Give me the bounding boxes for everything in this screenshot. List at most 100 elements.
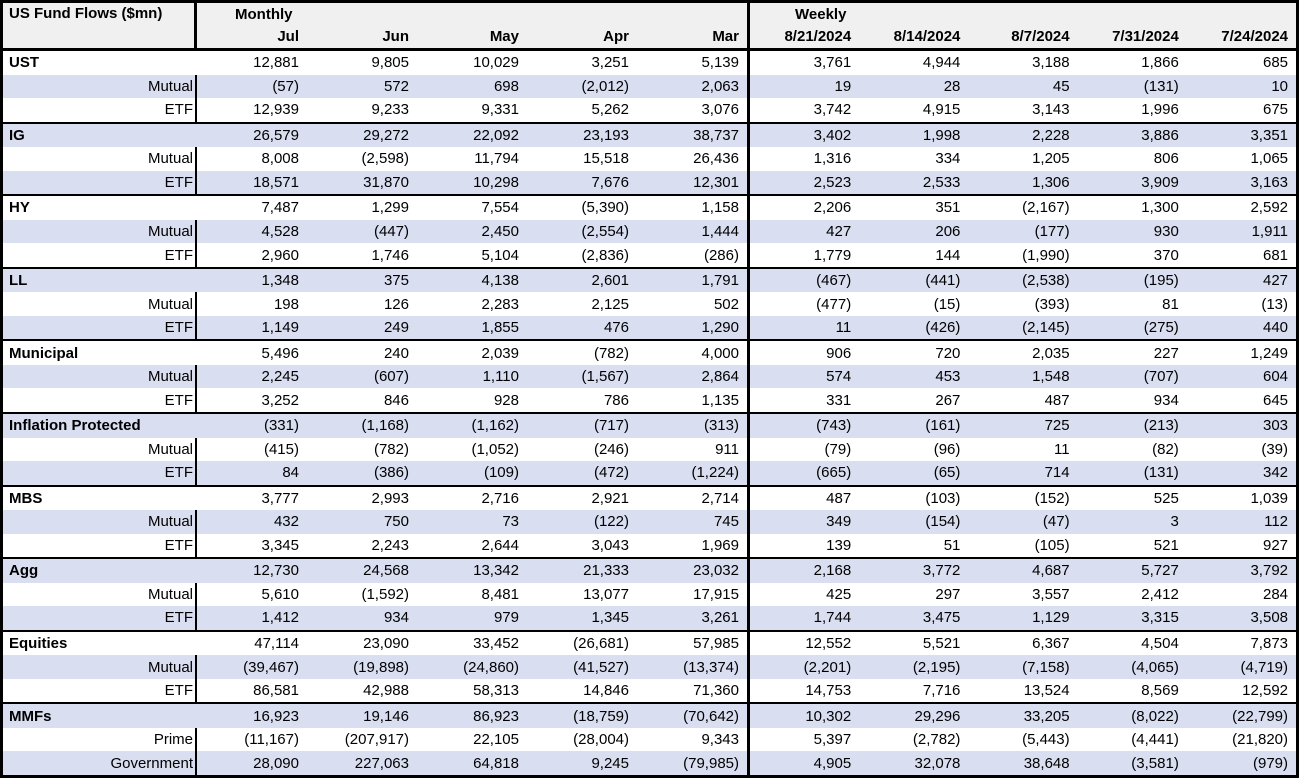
- cell: 2,206: [813, 199, 852, 217]
- cell: (109): [483, 464, 519, 482]
- cell: 675: [1262, 101, 1289, 119]
- sub-row: ETF 1,149 249 1,855 476 1,290 11 (426) (2,145) (2…: [3, 315, 1296, 340]
- cell: (131): [1143, 464, 1179, 482]
- cell: 1,996: [1141, 101, 1179, 119]
- cell: (1,592): [361, 585, 409, 603]
- group-total-row: MBS 3,777 2,993 2,716 2,921 2,714 487 (103) (152…: [3, 486, 1296, 511]
- weekly-col-header: 7/31/2024: [1112, 28, 1179, 46]
- cell: (105): [1034, 536, 1070, 554]
- cell: 3,475: [922, 609, 961, 627]
- cell: 8,008: [261, 150, 299, 168]
- cell: 1,969: [701, 536, 739, 554]
- cell: 23,193: [583, 126, 629, 144]
- cell: (213): [1143, 417, 1179, 435]
- group-total-row: Inflation Protected (331) (1,168) (1,162) (7…: [3, 413, 1296, 438]
- cell: 28: [943, 77, 961, 95]
- cell: 8,481: [481, 585, 519, 603]
- cell: 2,228: [1032, 126, 1070, 144]
- cell: 86,923: [473, 707, 519, 725]
- cell: (331): [263, 417, 299, 435]
- cell: 979: [493, 609, 519, 627]
- cell: 5,496: [261, 344, 299, 362]
- cell: (82): [1152, 440, 1179, 458]
- monthly-section-header: Monthly: [197, 3, 747, 26]
- cell: (743): [816, 417, 852, 435]
- cell: (275): [1143, 319, 1179, 337]
- group-total-row: Equities 47,114 23,090 33,452 (26,681) 57,985…: [3, 631, 1296, 656]
- cell: 2,601: [591, 272, 629, 290]
- monthly-values: 3,345 2,243 2,644 3,043 1,969: [197, 534, 747, 558]
- cell: 4,944: [922, 54, 961, 72]
- weekly-section-header: Weekly: [747, 3, 1296, 26]
- cell: 1,744: [813, 609, 852, 627]
- cell: (467): [816, 272, 852, 290]
- cell: 1,911: [1251, 222, 1289, 240]
- cell: 1,129: [1032, 609, 1070, 627]
- cell: 28,090: [253, 754, 299, 772]
- cell: 2,125: [591, 295, 629, 313]
- cell: 3,252: [261, 391, 299, 409]
- row-label: ETF: [3, 243, 197, 267]
- cell: 2,644: [481, 536, 519, 554]
- cell: 3,188: [1032, 54, 1070, 72]
- cell: 502: [713, 295, 739, 313]
- cell: (13): [1261, 295, 1289, 313]
- group-total-row: LL 1,348 375 4,138 2,601 1,791 (467) (441) (2,53…: [3, 268, 1296, 293]
- sub-row: ETF 2,960 1,746 5,104 (2,836) (286) 1,779 144 (1…: [3, 243, 1296, 267]
- cell: 928: [493, 391, 519, 409]
- sub-row: ETF 18,571 31,870 10,298 7,676 12,301 2,523 2,5…: [3, 170, 1296, 195]
- cell: 4,687: [1032, 562, 1070, 580]
- row-label: Mutual: [3, 437, 197, 462]
- cell: 57,985: [693, 635, 739, 653]
- cell: 3,761: [813, 54, 852, 72]
- row-label: Mutual: [3, 147, 197, 171]
- cell: 1,412: [261, 609, 299, 627]
- table-header: US Fund Flows ($mn) Monthly Weekly Jul J…: [3, 3, 1296, 51]
- weekly-values: 349 (154) (47) 3 112: [747, 510, 1296, 534]
- row-label: Mutual: [3, 582, 197, 607]
- cell: 21,333: [583, 562, 629, 580]
- monthly-values: 26,579 29,272 22,092 23,193 38,737: [197, 124, 747, 148]
- cell: (2,836): [581, 246, 629, 264]
- cell: (26,681): [573, 635, 629, 653]
- cell: 453: [935, 368, 961, 386]
- cell: 139: [826, 536, 852, 554]
- group-total-row: Municipal 5,496 240 2,039 (782) 4,000 906 720 2,…: [3, 341, 1296, 365]
- cell: 284: [1262, 585, 1289, 603]
- cell: 725: [1044, 417, 1070, 435]
- cell: 7,554: [481, 199, 519, 217]
- cell: 4,528: [261, 222, 299, 240]
- cell: 2,714: [701, 489, 739, 507]
- cell: (21,820): [1232, 731, 1289, 749]
- cell: 1,149: [261, 319, 299, 337]
- cell: 12,552: [805, 635, 852, 653]
- cell: 3,261: [701, 609, 739, 627]
- cell: 9,343: [701, 731, 739, 749]
- monthly-col-header: May: [489, 28, 519, 46]
- cell: 2,039: [481, 344, 519, 362]
- cell: 227: [1153, 344, 1179, 362]
- cell: (393): [1034, 295, 1070, 313]
- cell: 427: [1262, 272, 1289, 290]
- cell: (477): [816, 295, 852, 313]
- cell: 29,296: [914, 707, 961, 725]
- cell: 11,794: [474, 150, 519, 168]
- row-label: Mutual: [3, 292, 197, 316]
- column-header-row: Jul Jun May Apr Mar 8/21/2024 8/14/2024 …: [197, 25, 1296, 48]
- cell: 11: [1054, 440, 1070, 458]
- cell: 2,245: [261, 368, 299, 386]
- group-total-row: HY 7,487 1,299 7,554 (5,390) 1,158 2,206 351 (2,…: [3, 196, 1296, 220]
- cell: 47,114: [254, 635, 299, 653]
- cell: 5,727: [1141, 562, 1179, 580]
- cell: (39): [1261, 440, 1289, 458]
- row-label: LL: [9, 272, 28, 290]
- cell: 714: [1044, 464, 1070, 482]
- cell: 698: [493, 77, 519, 95]
- weekly-values: 12,552 5,521 6,367 4,504 7,873: [747, 631, 1296, 656]
- cell: 9,331: [481, 101, 519, 119]
- sub-row: ETF 12,939 9,233 9,331 5,262 3,076 3,742 4,915 3…: [3, 98, 1296, 122]
- monthly-values: (331) (1,168) (1,162) (717) (313): [197, 414, 747, 438]
- row-label: ETF: [3, 388, 197, 412]
- weekly-values: (477) (15) (393) 81 (13): [747, 292, 1296, 316]
